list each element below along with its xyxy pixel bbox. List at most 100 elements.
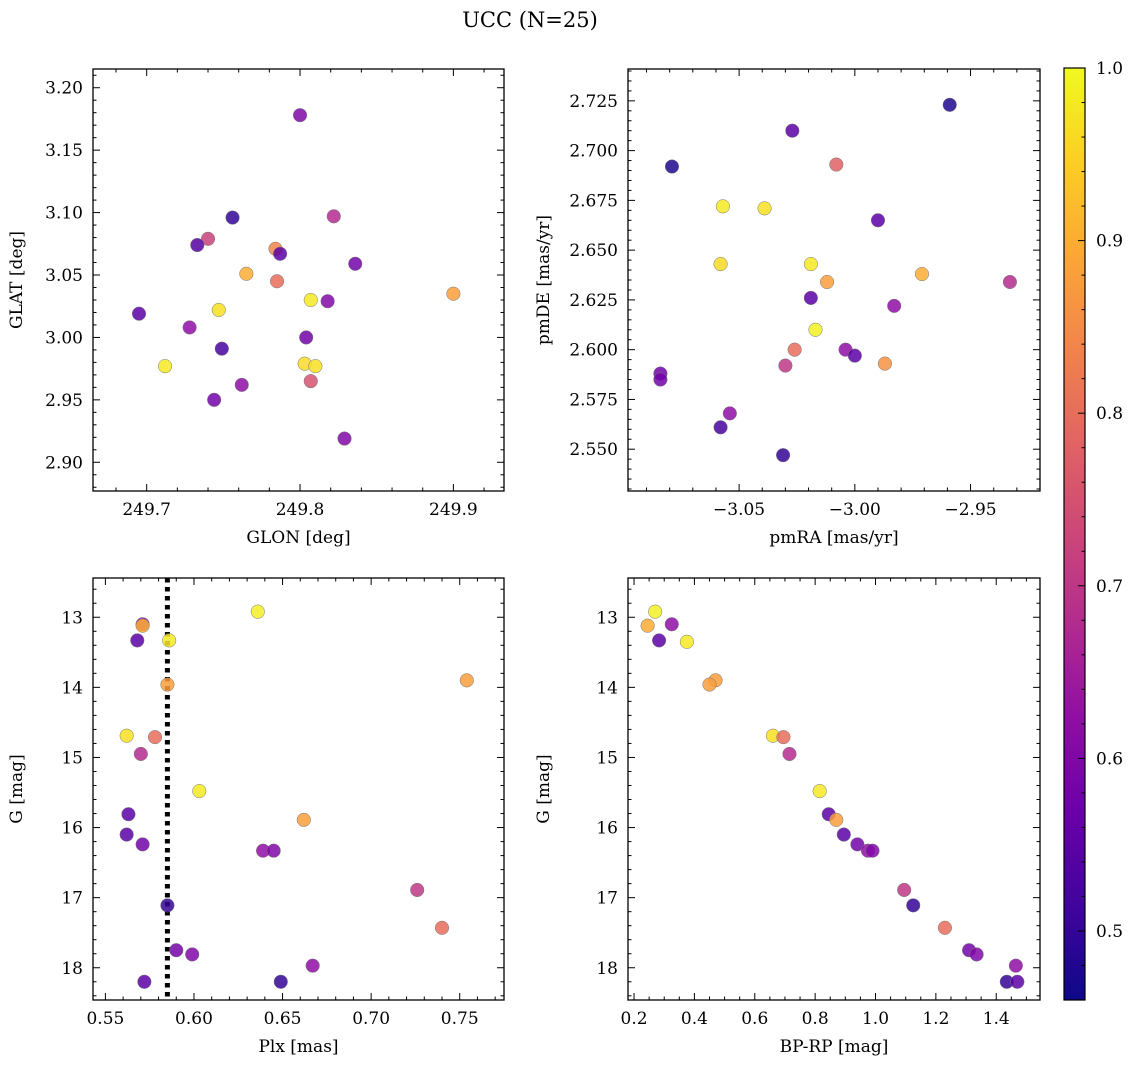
x-axis-label: GLON [deg] xyxy=(246,528,350,548)
data-point xyxy=(664,617,679,632)
data-point xyxy=(897,882,912,897)
data-point xyxy=(776,730,791,745)
data-point xyxy=(664,159,680,174)
data-point xyxy=(131,306,147,321)
subplot-1: 249.7 249.8 249.9 2.90 2.95 3.00 3.05 3.10 3.15 3… xyxy=(7,68,505,548)
data-point xyxy=(190,237,205,253)
data-point xyxy=(320,294,335,309)
data-point xyxy=(803,257,818,272)
data-point xyxy=(782,746,797,762)
data-point xyxy=(778,358,793,373)
data-point xyxy=(446,286,461,301)
x-tick-label: 249.8 xyxy=(276,500,325,520)
colorbar-tick-label: 0.9 xyxy=(1096,232,1123,252)
y-tick-label: 15 xyxy=(596,748,618,768)
x-tick-label: 0.6 xyxy=(741,1009,768,1029)
y-tick-label: 3.20 xyxy=(45,79,83,99)
plot-frame xyxy=(627,577,1041,1001)
x-axis-label: Plx [mas] xyxy=(258,1037,338,1057)
y-tick-label: 14 xyxy=(61,678,83,698)
x-axis-label: BP-RP [mag] xyxy=(780,1037,889,1057)
data-point xyxy=(850,837,865,852)
subplot-2: −3.05 −3.00 −2.95 2.550 2.575 2.600 2.625 2.650… xyxy=(534,68,1041,548)
data-point xyxy=(459,673,474,688)
data-point xyxy=(914,266,930,282)
subplot-4: 0.2 0.4 0.6 0.8 1.0 1.2 1.4 13 14 15 16 17 18 BP-RP [… xyxy=(534,577,1041,1057)
data-point xyxy=(702,677,717,692)
data-point xyxy=(305,958,320,973)
data-point xyxy=(410,882,425,897)
data-point xyxy=(787,342,802,357)
data-point xyxy=(812,784,827,799)
x-tick-label: −3.00 xyxy=(829,500,881,520)
data-point xyxy=(337,431,352,446)
y-tick-label: 2.675 xyxy=(569,191,618,211)
data-point xyxy=(299,330,314,345)
data-point xyxy=(225,210,240,225)
data-point xyxy=(887,298,902,313)
data-point xyxy=(200,231,216,246)
x-axis-label: pmRA [mas/yr] xyxy=(769,528,898,548)
data-point xyxy=(185,947,200,962)
y-tick-label: 13 xyxy=(61,608,83,628)
y-tick-label: 2.725 xyxy=(569,92,618,112)
data-point xyxy=(137,974,152,989)
x-tick-label: 1.4 xyxy=(983,1009,1010,1029)
data-point xyxy=(234,377,249,392)
data-point xyxy=(296,812,311,827)
x-tick-label: 0.8 xyxy=(802,1009,829,1029)
data-point xyxy=(652,633,667,648)
data-point xyxy=(713,257,728,272)
data-point xyxy=(135,618,150,633)
y-axis-label: pmDE [mas/yr] xyxy=(534,215,554,345)
colorbar-tick-label: 0.8 xyxy=(1096,404,1123,424)
y-tick-label: 2.575 xyxy=(569,390,618,410)
data-point xyxy=(182,320,197,335)
data-point xyxy=(211,302,226,318)
data-point xyxy=(303,374,318,389)
x-tick-label: 0.55 xyxy=(86,1009,124,1029)
data-point xyxy=(133,746,148,762)
data-point xyxy=(836,827,851,842)
y-tick-label: 2.90 xyxy=(45,453,83,473)
colorbar-tick-label: 0.7 xyxy=(1096,577,1123,597)
data-point xyxy=(877,356,892,371)
y-tick-label: 17 xyxy=(61,889,83,909)
y-tick-label: 18 xyxy=(61,959,83,979)
y-tick-label: 2.625 xyxy=(569,291,618,311)
x-tick-label: 0.2 xyxy=(621,1009,648,1029)
data-point xyxy=(1008,958,1023,973)
data-point xyxy=(942,97,957,112)
data-point xyxy=(326,209,341,224)
data-point xyxy=(906,898,921,913)
data-point xyxy=(785,123,800,138)
data-point xyxy=(308,359,323,374)
data-point xyxy=(169,943,184,958)
data-point xyxy=(803,290,818,305)
y-tick-label: 2.650 xyxy=(569,241,618,261)
data-point xyxy=(434,920,450,935)
x-tick-label: 1.2 xyxy=(922,1009,949,1029)
data-point xyxy=(292,108,308,123)
y-axis-label: G [mag] xyxy=(7,754,27,823)
y-tick-label: 2.700 xyxy=(569,142,618,162)
data-point xyxy=(713,420,728,435)
data-point xyxy=(147,730,163,745)
x-tick-label: 249.9 xyxy=(429,500,478,520)
data-point xyxy=(273,974,288,989)
data-point xyxy=(160,677,175,692)
x-tick-label: 249.7 xyxy=(122,500,171,520)
y-tick-label: 14 xyxy=(596,678,618,698)
y-tick-label: 2.600 xyxy=(569,341,618,361)
data-point xyxy=(266,843,281,858)
colorbar-tick-label: 1.0 xyxy=(1096,59,1123,79)
data-point xyxy=(214,341,229,356)
y-tick-label: 2.95 xyxy=(45,391,83,411)
data-point xyxy=(640,618,655,633)
data-point xyxy=(722,406,737,421)
x-tick-label: 0.75 xyxy=(441,1009,479,1029)
data-point xyxy=(119,827,134,842)
x-tick-label: −3.05 xyxy=(713,500,765,520)
x-tick-label: 0.65 xyxy=(264,1009,302,1029)
y-tick-label: 17 xyxy=(596,889,618,909)
